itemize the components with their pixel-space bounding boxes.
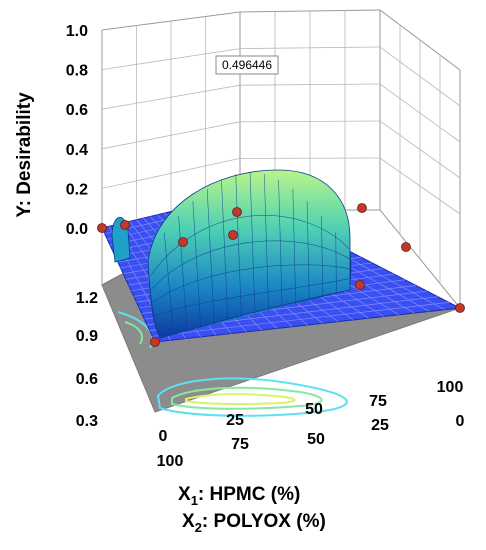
design-point bbox=[97, 223, 107, 233]
z-axis-ticks: 1.0 0.8 0.6 0.4 0.2 0.0 bbox=[66, 23, 88, 238]
z-tick-label: 0.0 bbox=[66, 221, 88, 238]
design-point bbox=[357, 203, 367, 213]
floor-tick-label: 0.3 bbox=[76, 413, 98, 430]
value-callout: 0.496446 bbox=[215, 55, 279, 75]
design-point bbox=[455, 303, 465, 313]
floor-tick-label: 0.6 bbox=[76, 371, 98, 388]
x2-tick-label: 100 bbox=[157, 453, 184, 470]
floor-axis-ticks: 1.2 0.9 0.6 0.3 bbox=[76, 290, 98, 430]
x2-axis-title: X2: POLYOX (%) bbox=[182, 511, 326, 535]
callout-value: 0.496446 bbox=[222, 58, 272, 72]
z-tick-label: 0.8 bbox=[66, 63, 88, 80]
design-points bbox=[97, 203, 465, 347]
design-point bbox=[232, 207, 242, 217]
x1-axis-ticks: 0 25 50 75 100 bbox=[159, 379, 464, 445]
design-point bbox=[178, 237, 188, 247]
x1-tick-label: 25 bbox=[226, 412, 244, 429]
x1-axis-title: X1: HPMC (%) bbox=[178, 484, 300, 508]
z-tick-label: 0.6 bbox=[66, 102, 88, 119]
x1-tick-label: 100 bbox=[437, 379, 464, 396]
desirability-dome bbox=[111, 169, 352, 339]
z-axis-title: Y: Desirability bbox=[14, 92, 35, 218]
x1-tick-label: 0 bbox=[159, 428, 168, 445]
x1-tick-label: 75 bbox=[369, 393, 387, 410]
x2-tick-label: 0 bbox=[456, 413, 465, 430]
x2-tick-label: 25 bbox=[371, 417, 389, 434]
x1-tick-label: 50 bbox=[305, 401, 323, 418]
design-point bbox=[355, 280, 365, 290]
floor-tick-label: 1.2 bbox=[76, 290, 98, 307]
z-tick-label: 0.4 bbox=[66, 142, 88, 159]
design-point bbox=[120, 220, 130, 230]
z-tick-label: 0.2 bbox=[66, 181, 88, 198]
x2-tick-label: 75 bbox=[231, 436, 249, 453]
design-point bbox=[150, 337, 160, 347]
z-tick-label: 1.0 bbox=[66, 23, 88, 40]
x2-axis-ticks: 100 75 50 25 0 bbox=[157, 413, 465, 470]
x2-tick-label: 50 bbox=[307, 431, 325, 448]
floor-tick-label: 0.9 bbox=[76, 328, 98, 345]
design-point bbox=[401, 242, 411, 252]
design-point bbox=[228, 230, 238, 240]
